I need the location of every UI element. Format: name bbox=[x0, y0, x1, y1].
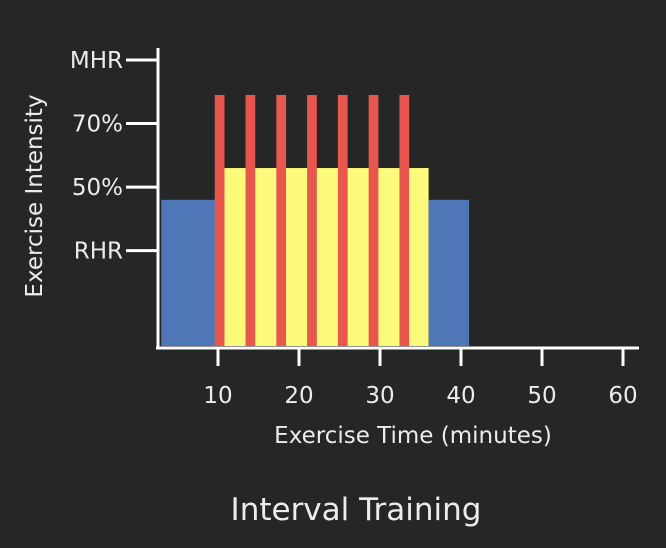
chart-title: Interval Training bbox=[231, 492, 482, 528]
y-tick-label-0: RHR bbox=[74, 239, 123, 265]
x-tick-label-3: 40 bbox=[446, 383, 475, 409]
interval-bar-3 bbox=[307, 94, 317, 346]
x-tick-label-1: 20 bbox=[284, 383, 313, 409]
y-tick-label-2: 70% bbox=[72, 112, 123, 138]
x-tick-label-2: 30 bbox=[365, 383, 394, 409]
interval-bar-6 bbox=[399, 94, 410, 346]
interval-bar-0 bbox=[214, 94, 225, 346]
interval-bar-5 bbox=[368, 94, 379, 346]
interval-bar-2 bbox=[276, 94, 287, 346]
y-tick-label-3: MHR bbox=[70, 48, 123, 74]
x-ticks: 10 20 30 40 50 60 bbox=[203, 348, 638, 409]
plot-area bbox=[161, 94, 470, 346]
x-axis-title: Exercise Time (minutes) bbox=[274, 423, 552, 449]
y-ticks: RHR 50% 70% MHR bbox=[70, 48, 158, 265]
segment-bar-0 bbox=[161, 199, 218, 346]
interval-bar-1 bbox=[245, 94, 256, 346]
y-tick-label-1: 50% bbox=[72, 175, 123, 201]
interval-bar-4 bbox=[337, 94, 348, 346]
x-tick-label-4: 50 bbox=[527, 383, 556, 409]
axes bbox=[156, 48, 639, 350]
x-tick-label-5: 60 bbox=[608, 383, 637, 409]
x-tick-label-0: 10 bbox=[203, 383, 232, 409]
y-axis-title: Exercise Intensity bbox=[22, 94, 48, 297]
segment-bar-2 bbox=[428, 199, 470, 346]
